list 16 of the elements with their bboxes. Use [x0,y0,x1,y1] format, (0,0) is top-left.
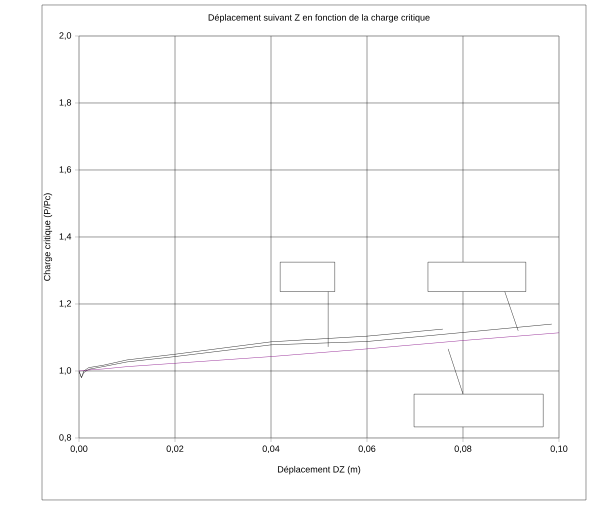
y-tick-label: 0,8 [59,434,72,442]
x-tick-label: 0,10 [550,446,568,453]
y-tick-label: 1,6 [60,166,72,174]
y-tick-label: 1,0 [60,367,72,375]
y-tick-label: 1,2 [60,300,72,308]
y-tick-label: 1,8 [60,99,72,107]
x-tick-label: 0,06 [358,446,376,453]
y-tick-label: 1,4 [60,233,72,241]
x-axis-title: Déplacement DZ (m) [278,466,360,474]
x-tick-label: 0,02 [166,446,184,453]
x-tick-label: 0,00 [70,446,88,453]
x-tick-label: 0,04 [262,446,280,453]
x-tick-label: 0,08 [454,446,472,453]
y-axis-title: Charge critique (P/Pc) [44,193,52,281]
chart-title: Déplacement suivant Z en fonction de la charge critique [208,14,430,22]
y-tick-label: 2,0 [59,32,72,40]
